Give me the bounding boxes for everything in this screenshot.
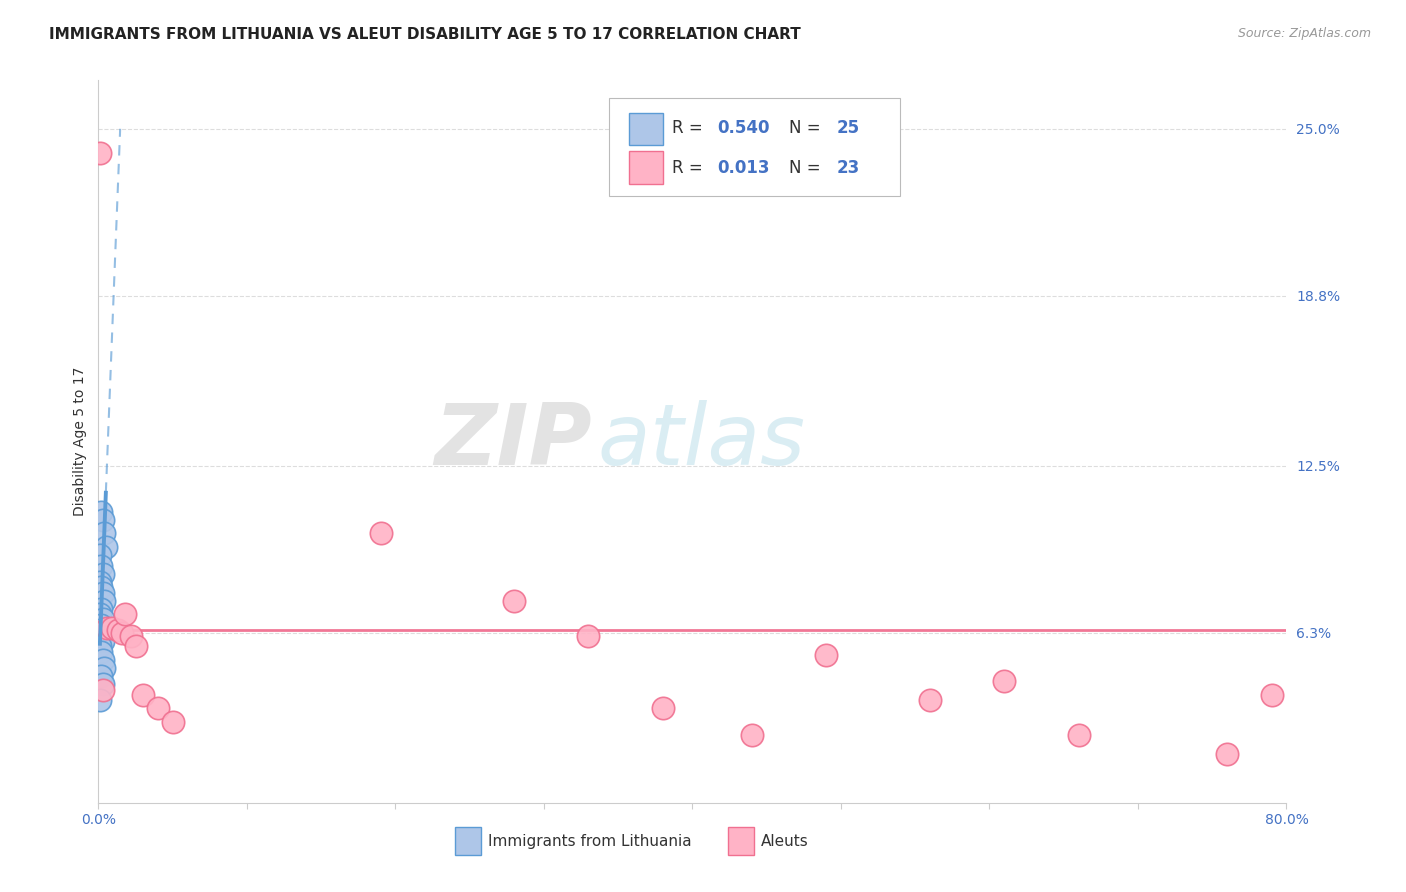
Point [89, 624, 111, 638]
Y-axis label: Disability Age 5 to 17: Disability Age 5 to 17 [73, 367, 87, 516]
Point [93, 661, 115, 675]
Text: R =: R = [672, 159, 709, 177]
Point [120, 629, 142, 643]
Point [132, 688, 155, 702]
FancyBboxPatch shape [609, 98, 900, 196]
Point [94, 540, 117, 554]
Point [107, 624, 129, 638]
Point [91, 682, 114, 697]
Point [1216, 747, 1239, 762]
Point [1067, 728, 1090, 742]
Text: 0.013: 0.013 [717, 159, 770, 177]
Point [89, 693, 111, 707]
Point [370, 526, 392, 541]
Text: N =: N = [789, 119, 825, 137]
Point [90, 618, 112, 632]
Point [146, 701, 169, 715]
Text: N =: N = [789, 159, 825, 177]
Point [1260, 688, 1282, 702]
Point [101, 621, 124, 635]
Point [90, 601, 112, 615]
Point [89, 548, 111, 562]
Text: ZIP: ZIP [434, 400, 592, 483]
Point [90, 558, 112, 573]
Point [89, 146, 111, 161]
FancyBboxPatch shape [630, 151, 662, 184]
Text: R =: R = [672, 119, 709, 137]
Text: Immigrants from Lithuania: Immigrants from Lithuania [488, 834, 692, 848]
Point [651, 701, 673, 715]
Point [89, 607, 111, 621]
Text: IMMIGRANTS FROM LITHUANIA VS ALEUT DISABILITY AGE 5 TO 17 CORRELATION CHART: IMMIGRANTS FROM LITHUANIA VS ALEUT DISAB… [49, 27, 801, 42]
Point [578, 629, 600, 643]
Point [91, 585, 114, 599]
Point [90, 580, 112, 594]
Point [91, 634, 114, 648]
Point [90, 645, 112, 659]
Point [920, 693, 942, 707]
Text: Aleuts: Aleuts [762, 834, 808, 848]
Point [90, 505, 112, 519]
Point [91, 566, 114, 581]
FancyBboxPatch shape [728, 828, 754, 855]
Point [90, 629, 112, 643]
Point [162, 714, 184, 729]
Point [93, 526, 115, 541]
Point [124, 640, 146, 654]
Point [90, 669, 112, 683]
Point [114, 607, 136, 621]
Point [503, 593, 526, 607]
Point [91, 513, 114, 527]
Point [89, 574, 111, 589]
Point [96, 621, 118, 635]
Point [993, 674, 1015, 689]
Text: 25: 25 [837, 119, 859, 137]
Point [89, 640, 111, 654]
Text: 0.540: 0.540 [717, 119, 770, 137]
Point [93, 593, 115, 607]
Text: 23: 23 [837, 159, 859, 177]
Point [815, 648, 838, 662]
Point [91, 612, 114, 626]
Point [91, 653, 114, 667]
Point [741, 728, 763, 742]
FancyBboxPatch shape [630, 112, 662, 145]
FancyBboxPatch shape [456, 828, 481, 855]
Point [111, 626, 134, 640]
Text: Source: ZipAtlas.com: Source: ZipAtlas.com [1237, 27, 1371, 40]
Text: atlas: atlas [598, 400, 806, 483]
Point [91, 677, 114, 691]
